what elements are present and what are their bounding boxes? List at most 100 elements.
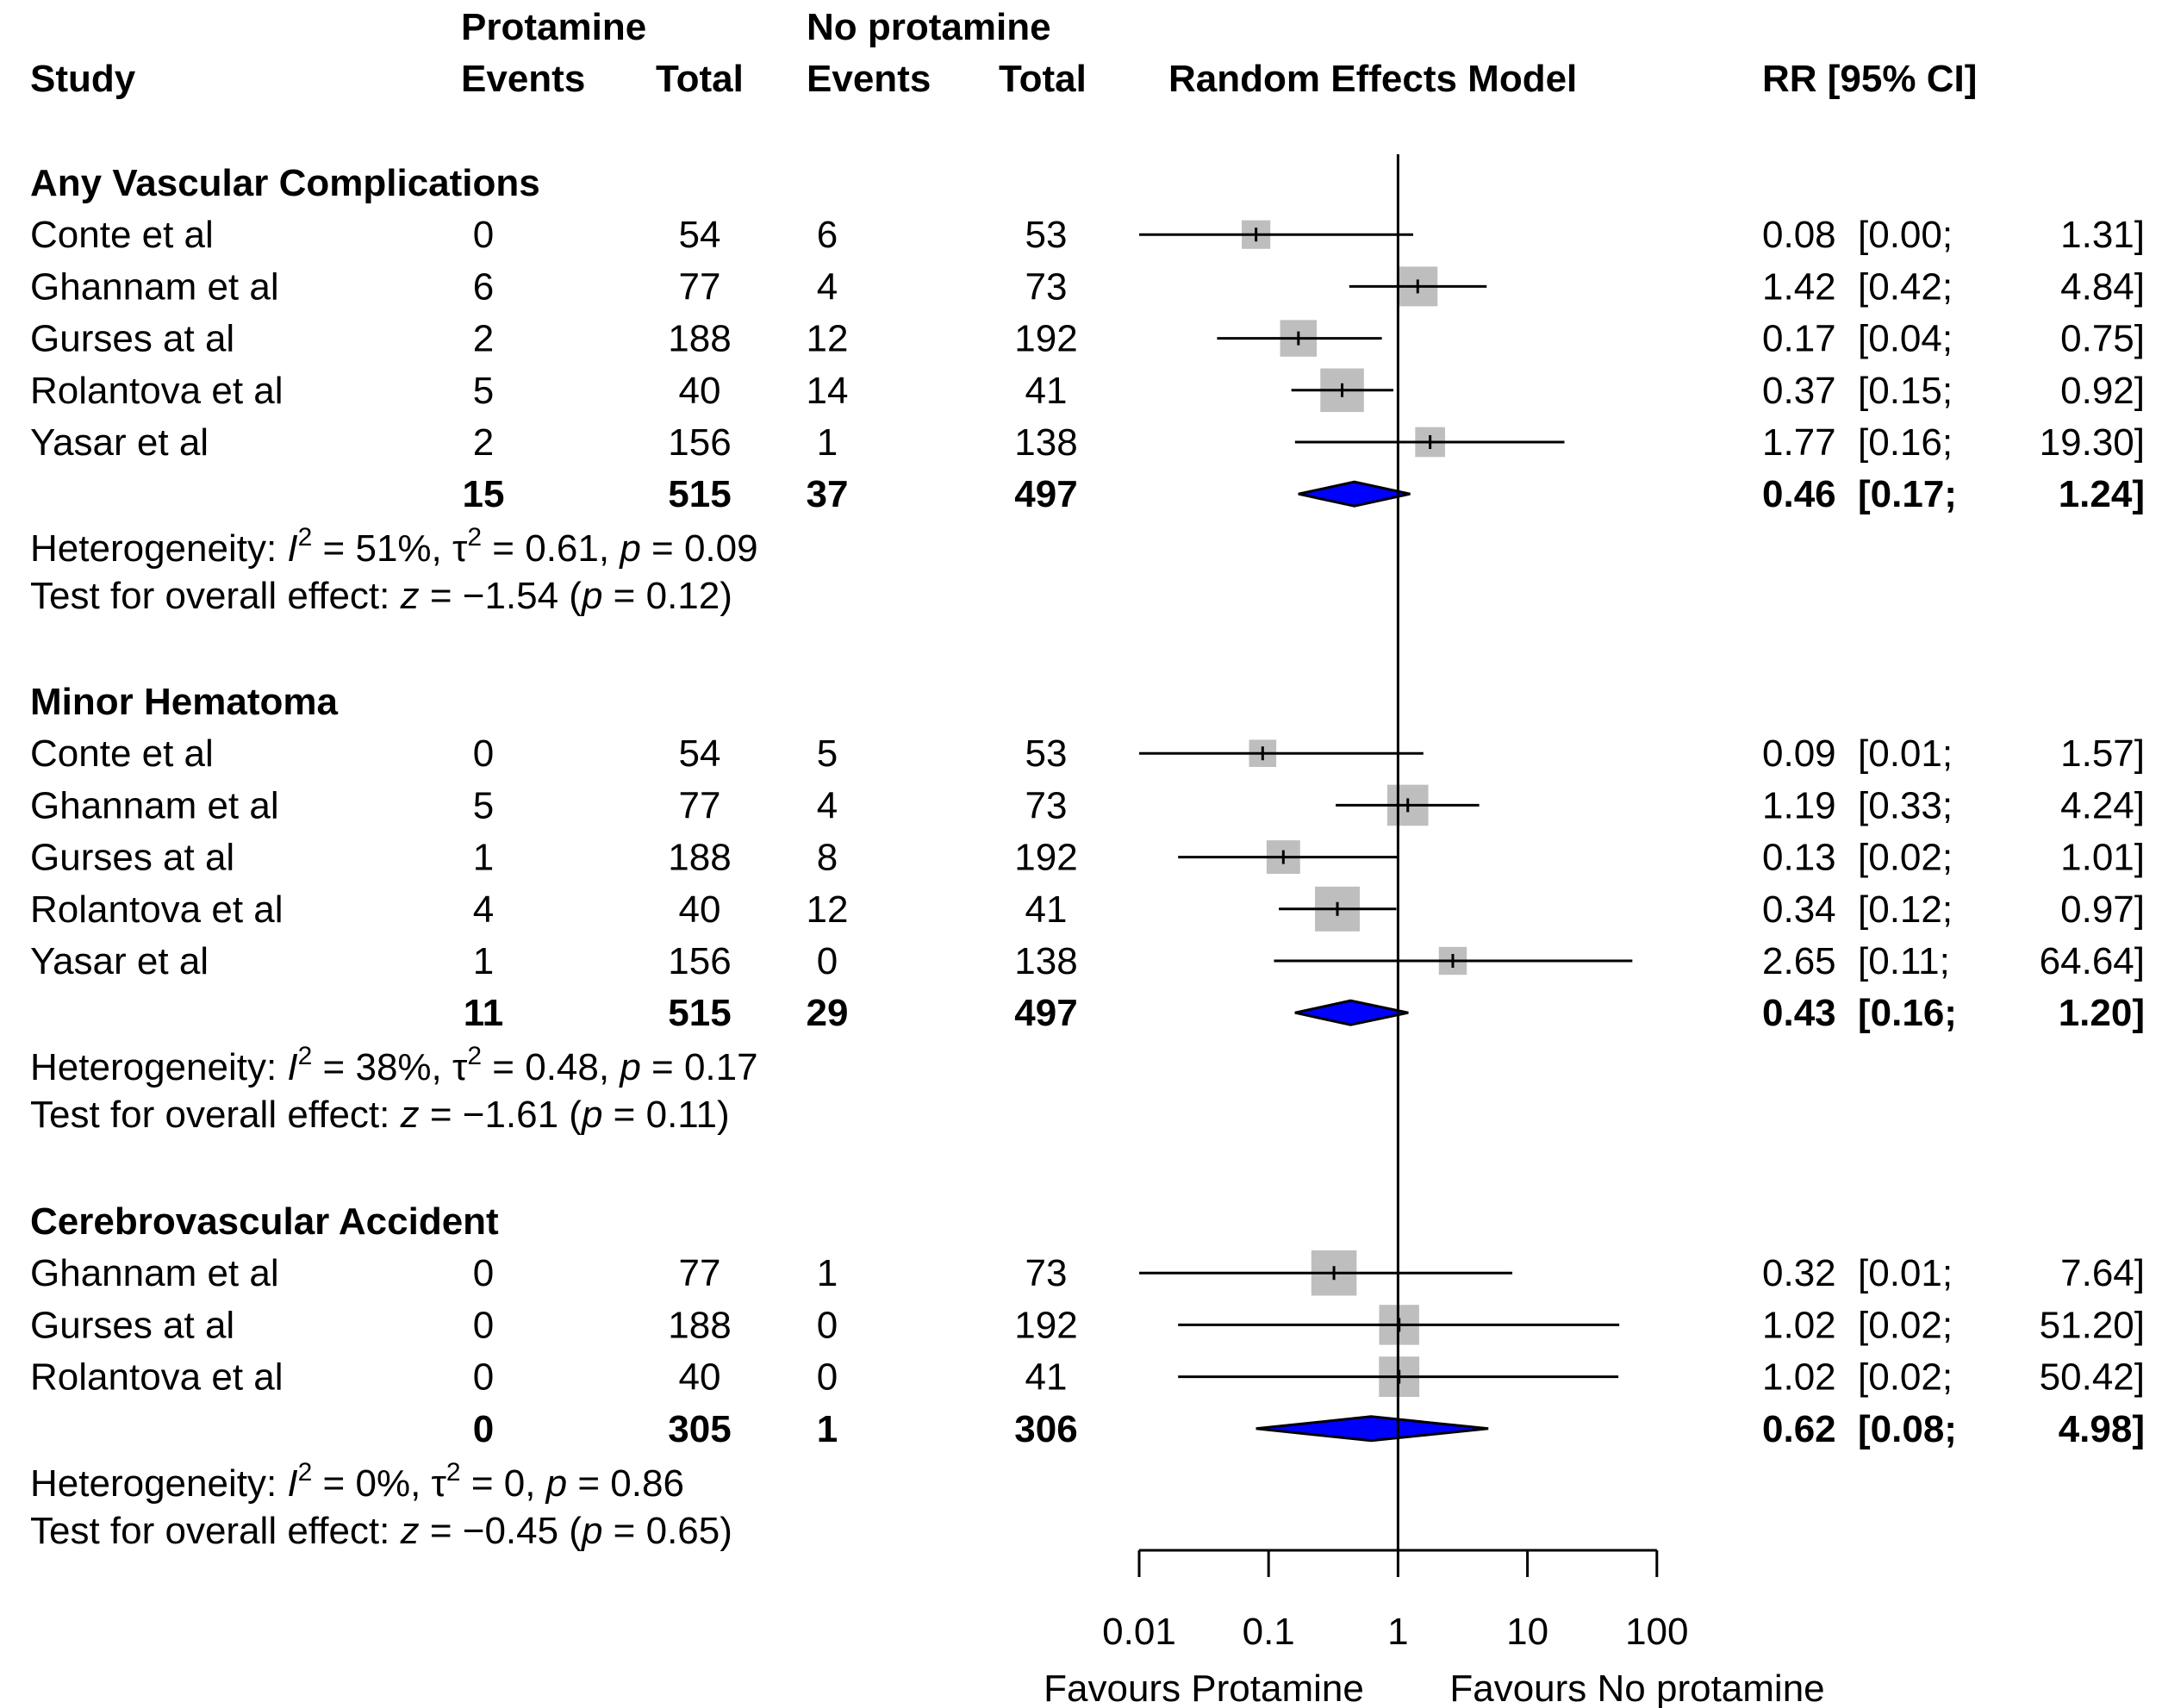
group1-total: 156: [668, 940, 731, 982]
rr-value: 0.32: [1762, 1252, 1836, 1294]
group2-events: 5: [817, 732, 838, 775]
summary-ci-lower: [0.17;: [1858, 473, 1957, 515]
group1-total: 188: [668, 318, 731, 360]
rr-value: 0.08: [1762, 214, 1836, 256]
ci-upper: 50.42]: [2040, 1356, 2145, 1399]
tau-value: = 0.61,: [482, 527, 620, 570]
heterogeneity-prefix: Heterogeneity:: [30, 1046, 287, 1088]
rr-value: 0.37: [1762, 370, 1836, 412]
subgroup: Cerebrovascular Accident Ghannam et al 0 77…: [30, 1200, 2145, 1552]
study-row: Yasar et al 2 156 1 138 1.77 [0.16; 19.30]: [30, 421, 2145, 464]
rr-value: 0.13: [1762, 837, 1836, 879]
x-axis-tick-label: 100: [1625, 1611, 1688, 1653]
header-group2-total: Total: [999, 58, 1087, 100]
i2-symbol: I: [287, 1462, 297, 1505]
rr-value: 1.77: [1762, 421, 1836, 464]
ci-lower: [0.42;: [1858, 265, 1953, 308]
ci-lower: [0.00;: [1858, 214, 1953, 256]
i2-symbol: I: [287, 527, 297, 570]
study-row: Rolantova et al 4 40 12 41 0.34 [0.12; 0.97]: [30, 888, 2145, 931]
i2-value: = 38%,: [312, 1046, 452, 1088]
study-row: Yasar et al 1 156 0 138 2.65 [0.11; 64.64]: [30, 940, 2145, 982]
summary-ci-upper: 1.24]: [2059, 473, 2145, 515]
p-value: = 0.12): [602, 575, 732, 617]
rr-value: 0.09: [1762, 732, 1836, 775]
ci-upper: 19.30]: [2040, 421, 2145, 464]
forest-rows: Any Vascular Complications Conte et al 0 5 4…: [30, 162, 2145, 1552]
summary-group2-events: 37: [807, 473, 849, 515]
summary-row: 11 515 29 497 0.43 [0.16; 1.20]: [464, 992, 2145, 1034]
p-value: = 0.11): [602, 1094, 729, 1136]
group2-events: 8: [817, 837, 838, 879]
ci-upper: 64.64]: [2040, 940, 2145, 982]
group1-events: 0: [473, 1356, 494, 1399]
group2-total: 41: [1025, 370, 1068, 412]
group1-events: 0: [473, 1304, 494, 1346]
i2-value: = 51%,: [312, 527, 452, 570]
i2-symbol: I: [287, 1046, 297, 1088]
ci-upper: 4.84]: [2060, 265, 2145, 308]
ci-upper: 0.97]: [2060, 888, 2145, 931]
header-group1-events: Events: [461, 58, 585, 100]
subgroup-title: Any Vascular Complications: [30, 162, 540, 204]
study-name: Ghannam et al: [30, 1252, 279, 1294]
group1-total: 40: [679, 1356, 721, 1399]
group2-events: 6: [817, 214, 838, 256]
rr-value: 2.65: [1762, 940, 1836, 982]
tau-value: = 0.48,: [482, 1046, 620, 1088]
p-symbol: p: [618, 527, 640, 570]
group1-events: 0: [473, 732, 494, 775]
group1-total: 77: [679, 1252, 721, 1294]
group2-total: 53: [1025, 732, 1068, 775]
group1-events: 4: [473, 888, 494, 931]
header-group1-total: Total: [656, 58, 744, 100]
group1-total: 40: [679, 888, 721, 931]
study-name: Rolantova et al: [30, 888, 283, 931]
z-value: = −1.61 (: [420, 1094, 583, 1136]
summary-rr-value: 0.46: [1762, 473, 1836, 515]
z-value: = −1.54 (: [420, 575, 583, 617]
ci-lower: [0.01;: [1858, 732, 1953, 775]
ci-lower: [0.11;: [1858, 940, 1950, 982]
i2-value: = 0%,: [312, 1462, 431, 1505]
p-symbol: p: [545, 1462, 567, 1505]
overall-prefix: Test for overall effect:: [30, 575, 401, 617]
x-axis-tick-label: 0.1: [1243, 1611, 1295, 1653]
group2-total: 41: [1025, 888, 1068, 931]
rr-value: 0.17: [1762, 318, 1836, 360]
rr-value: 1.19: [1762, 784, 1836, 826]
ci-lower: [0.02;: [1858, 837, 1953, 879]
group1-events: 5: [473, 784, 494, 826]
x-axis-tick-label: 10: [1506, 1611, 1548, 1653]
group2-total: 73: [1025, 265, 1068, 308]
p-symbol: p: [580, 1094, 602, 1136]
group1-total: 156: [668, 421, 731, 464]
favours-right-label: Favours No protamine: [1449, 1667, 1824, 1708]
ci-lower: [0.33;: [1858, 784, 1953, 826]
ci-upper: 51.20]: [2040, 1304, 2145, 1346]
group2-events: 1: [817, 1252, 838, 1294]
ci-lower: [0.12;: [1858, 888, 1953, 931]
z-value: = −0.45 (: [420, 1510, 583, 1552]
study-name: Yasar et al: [30, 940, 209, 982]
group1-events: 2: [473, 318, 494, 360]
summary-group2-events: 1: [817, 1408, 838, 1450]
summary-row: 0 305 1 306 0.62 [0.08; 4.98]: [473, 1408, 2145, 1450]
z-symbol: z: [400, 1094, 420, 1136]
tau-superscript: 2: [467, 1042, 482, 1070]
i2-superscript: 2: [298, 1458, 313, 1487]
summary-group1-events: 15: [463, 473, 505, 515]
group2-total: 192: [1014, 1304, 1077, 1346]
heterogeneity-prefix: Heterogeneity:: [30, 1462, 287, 1505]
summary-diamond: [1255, 1415, 1489, 1443]
p-symbol: p: [580, 1510, 602, 1552]
study-name: Yasar et al: [30, 421, 209, 464]
heterogeneity-prefix: Heterogeneity:: [30, 527, 287, 570]
ci-upper: 7.64]: [2060, 1252, 2145, 1294]
group2-total: 53: [1025, 214, 1068, 256]
summary-group1-events: 0: [473, 1408, 494, 1450]
study-name: Gurses at al: [30, 1304, 234, 1346]
group1-total: 188: [668, 1304, 731, 1346]
study-name: Conte et al: [30, 732, 214, 775]
